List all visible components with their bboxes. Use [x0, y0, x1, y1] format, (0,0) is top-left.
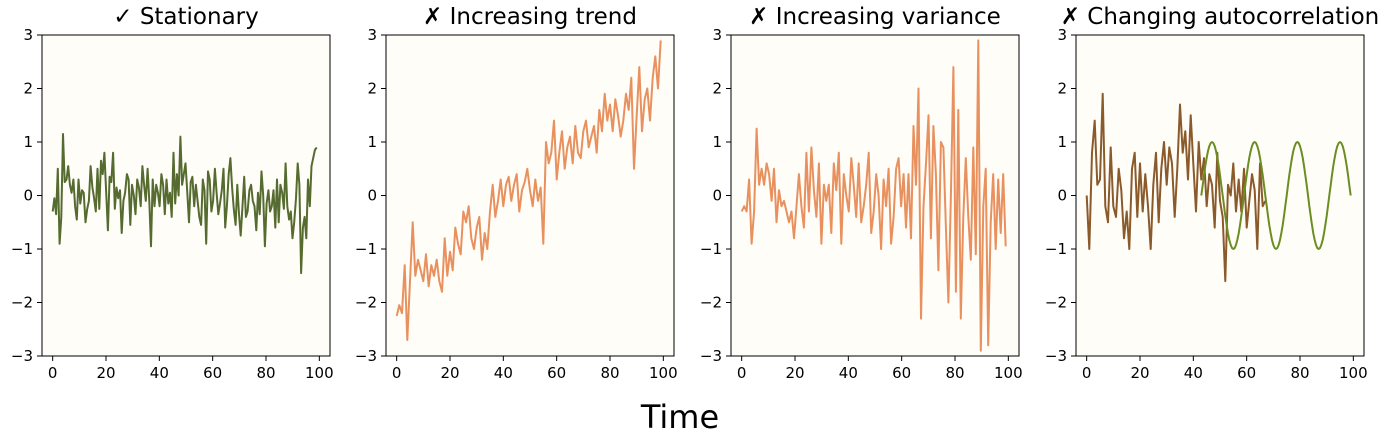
y-tick-label: 0	[1057, 187, 1067, 205]
x-tick-label: 80	[600, 364, 619, 382]
y-tick-label: −2	[355, 294, 377, 312]
y-tick-label: −3	[11, 347, 33, 365]
y-tick-label: −3	[1045, 347, 1067, 365]
panel-increasing-trend: ✗ Increasing trend 0 20 40 60 80 100 −3 −2 −1 0 1 2…	[355, 4, 678, 382]
panel-title: ✗ Increasing variance	[749, 4, 1001, 30]
y-tick-label: 2	[712, 80, 722, 98]
x-tick-label: 80	[1290, 364, 1309, 382]
y-tick-label: 2	[1057, 80, 1067, 98]
panel-increasing-variance: ✗ Increasing variance 0 20 40 60 80 100−3−2−1…	[700, 4, 1023, 382]
x-tick-label: 20	[96, 364, 115, 382]
y-tick-label: −1	[700, 240, 722, 258]
x-tick-label: 40	[494, 364, 513, 382]
x-tick-label: 20	[440, 364, 459, 382]
y-tick-label: 3	[367, 26, 377, 44]
y-tick-label: −2	[11, 294, 33, 312]
y-tick-label: 3	[712, 26, 722, 44]
y-tick-label: 0	[712, 187, 722, 205]
y-tick-label: −3	[355, 347, 377, 365]
y-tick-label: −2	[1045, 294, 1067, 312]
series-line	[1085, 92, 1267, 283]
x-tick-label: 60	[892, 364, 911, 382]
y-tick-label: 1	[23, 133, 33, 151]
x-tick-label: 100	[994, 364, 1023, 382]
panel-stationary: ✓ Stationary 0 20 40 60 80 100 −3 −2 −1 0 1 2 3	[11, 4, 334, 382]
x-tick-label: 40	[1184, 364, 1203, 382]
x-tick-label: 60	[547, 364, 566, 382]
x-tick-label: 20	[785, 364, 804, 382]
x-tick-label: 40	[150, 364, 169, 382]
y-tick-label: 3	[1057, 26, 1067, 44]
y-tick-label: −1	[1045, 240, 1067, 258]
x-tick-label: 100	[305, 364, 334, 382]
series-line	[51, 133, 318, 275]
panel-title: ✗ Changing autocorrelation	[1061, 4, 1380, 30]
panel-title: ✗ Increasing trend	[423, 4, 637, 30]
series-line	[740, 39, 1007, 352]
x-tick-label: 0	[1082, 364, 1092, 382]
y-tick-label: 0	[367, 187, 377, 205]
x-tick-label: 80	[256, 364, 275, 382]
x-tick-label: 60	[203, 364, 222, 382]
y-tick-label: −2	[700, 294, 722, 312]
y-tick-label: −1	[11, 240, 33, 258]
y-tick-label: 1	[1057, 133, 1067, 151]
x-tick-label: 0	[737, 364, 747, 382]
y-tick-label: 3	[23, 26, 33, 44]
y-tick-label: 1	[712, 133, 722, 151]
x-tick-label: 80	[945, 364, 964, 382]
x-tick-label: 100	[649, 364, 678, 382]
y-tick-label: 0	[23, 187, 33, 205]
x-tick-label: 60	[1237, 364, 1256, 382]
x-axis-label: Time	[640, 398, 719, 436]
x-tick-label: 40	[839, 364, 858, 382]
y-tick-label: 1	[367, 133, 377, 151]
series-line	[395, 40, 662, 341]
y-tick-label: 2	[23, 80, 33, 98]
panel-title: ✓ Stationary	[113, 4, 259, 30]
x-tick-label: 20	[1130, 364, 1149, 382]
x-tick-label: 0	[392, 364, 402, 382]
x-tick-label: 100	[1339, 364, 1368, 382]
panel-changing-autocorrelation: ✗ Changing autocorrelation 0 20 40 60 80 100−…	[1045, 4, 1379, 382]
y-tick-label: −3	[700, 347, 722, 365]
series-line	[1200, 141, 1352, 250]
y-tick-label: 2	[367, 80, 377, 98]
x-tick-label: 0	[48, 364, 58, 382]
y-tick-label: −1	[355, 240, 377, 258]
